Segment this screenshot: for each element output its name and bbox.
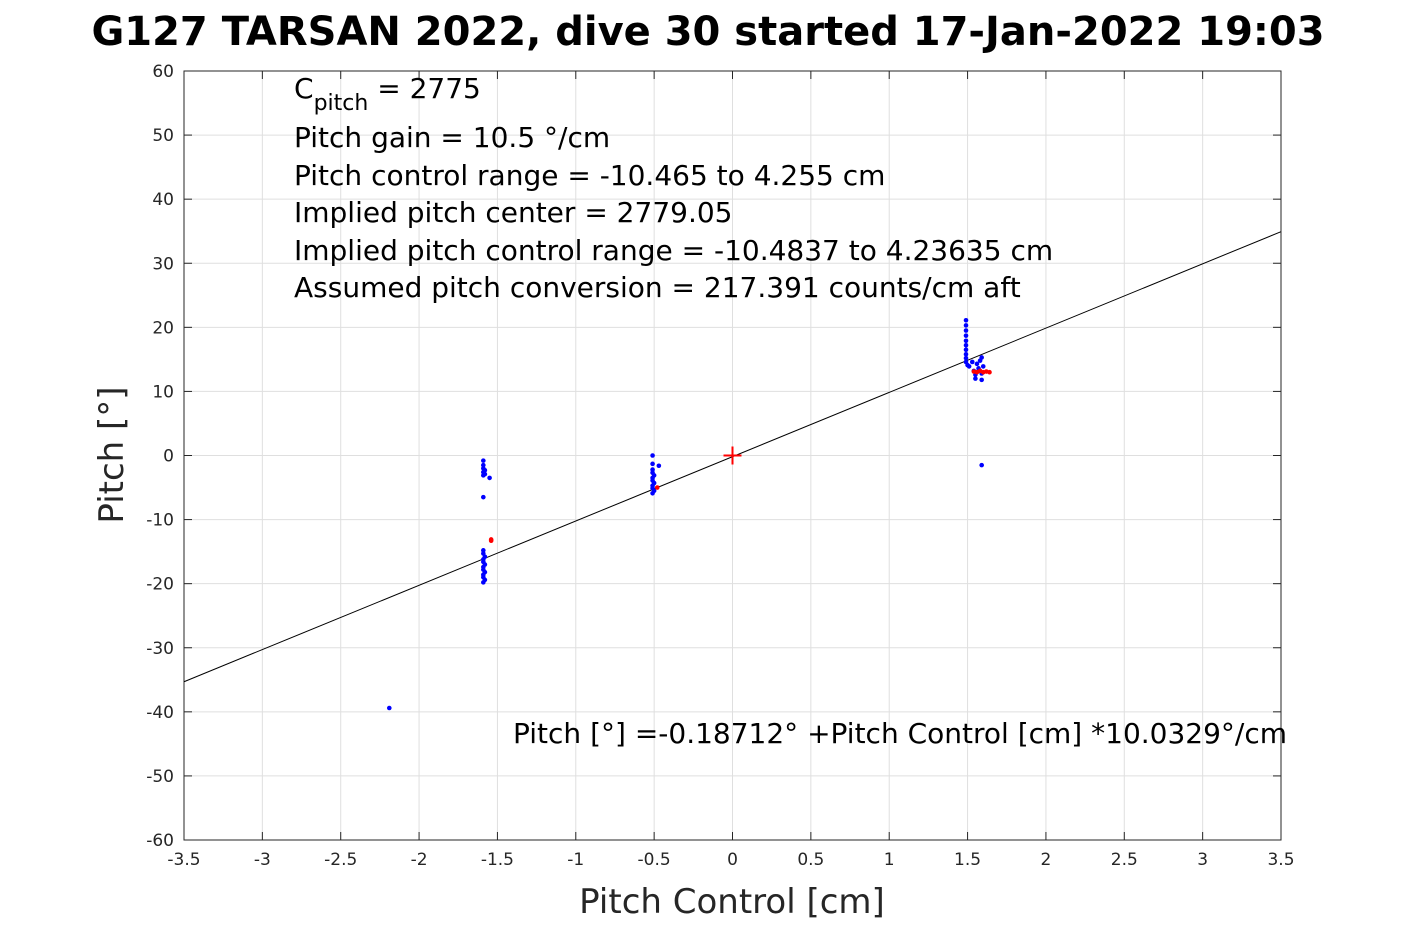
assumed-pitch-conversion-annotation: Assumed pitch conversion = 217.391 count… [294,271,1021,304]
x-tick-labels: -3.5 -3 -2.5 -2 -1.5 -1 -0.5 0 0.5 1 1.5 2 2.5 3 3.5 [167,850,1294,870]
y-tick-label: 0 [163,447,174,467]
fit-equation-annotation: Pitch [°] =-0.18712° +Pitch Control [cm]… [513,717,1287,750]
x-tick-label: 3.5 [1267,850,1294,870]
x-tick-label: -2.5 [324,850,357,870]
data-point [481,473,486,478]
data-point [654,485,660,490]
data-point [650,491,655,496]
x-tick-label: -1 [567,850,584,870]
data-point [487,475,492,481]
y-tick-label: -50 [146,767,174,787]
data-points [386,317,992,711]
data-point [488,538,494,544]
data-point [963,355,969,361]
data-point [987,369,992,375]
y-tick-label: 50 [152,126,174,146]
y-tick-label: 20 [152,318,174,338]
x-tick-label: 0.5 [797,850,824,870]
y-tick-labels: -60 -50 -40 -30 -20 -10 0 10 20 30 40 50 60 [146,62,174,851]
data-point [979,377,984,383]
y-axis-label: Pitch [°] [92,386,132,523]
data-point [481,462,486,468]
x-tick-label: 0 [727,850,738,870]
data-point [650,461,655,467]
x-tick-label: 2.5 [1111,850,1138,870]
data-point [963,323,969,328]
c-pitch-annotation: Cpitch = 2775 [294,72,481,116]
data-point [963,333,969,338]
data-point [481,580,486,585]
c-pitch-subscript: pitch [314,91,369,116]
x-tick-label: -3 [254,850,271,870]
data-point [963,342,969,348]
implied-pitch-control-range-annotation: Implied pitch control range = -10.4837 t… [294,234,1053,267]
y-tick-label: -40 [146,703,174,723]
y-tick-label: 10 [152,382,174,402]
chart-title: G127 TARSAN 2022, dive 30 started 17-Jan… [91,9,1324,55]
x-tick-label: -0.5 [638,850,671,870]
center-marker [723,446,742,465]
y-tick-label: -30 [146,639,174,659]
x-tick-label: 1.5 [954,850,981,870]
pitch-control-range-annotation: Pitch control range = -10.465 to 4.255 c… [294,159,885,192]
data-point [973,376,978,381]
data-point [969,359,975,365]
data-point [966,364,972,369]
x-axis-label: Pitch Control [cm] [579,882,885,922]
data-point [974,361,980,367]
data-point [980,364,986,369]
y-tick-label: -20 [146,575,174,595]
data-point [650,467,655,472]
data-point [979,462,984,468]
data-point [386,705,392,711]
data-point [963,351,969,357]
data-point [650,453,655,458]
axis-ticks [183,70,1282,841]
x-tick-label: 2 [1041,850,1052,870]
data-point [656,463,662,469]
x-tick-label: 3 [1197,850,1208,870]
implied-pitch-center-annotation: Implied pitch center = 2779.05 [294,196,732,229]
x-tick-label: -2 [411,850,428,870]
data-point [481,494,486,500]
data-point [963,317,969,323]
data-point [963,347,969,353]
data-point [481,548,486,553]
c-pitch-value: = 2775 [368,72,481,105]
x-tick-label: -1.5 [481,850,514,870]
data-point [963,338,969,344]
c-pitch-symbol: C [294,72,314,105]
y-tick-label: -10 [146,511,174,531]
data-layer [183,231,1282,711]
y-tick-label: 40 [152,190,174,210]
y-tick-label: -60 [146,831,174,851]
plot-frame [183,70,1282,841]
x-tick-label: -3.5 [167,850,200,870]
pitch-gain-annotation: Pitch gain = 10.5 °/cm [294,121,610,154]
data-point [963,328,969,333]
data-point [481,458,486,463]
x-tick-label: 1 [884,850,895,870]
y-tick-label: 30 [152,254,174,274]
data-point [979,355,984,360]
y-tick-label: 60 [152,62,174,82]
